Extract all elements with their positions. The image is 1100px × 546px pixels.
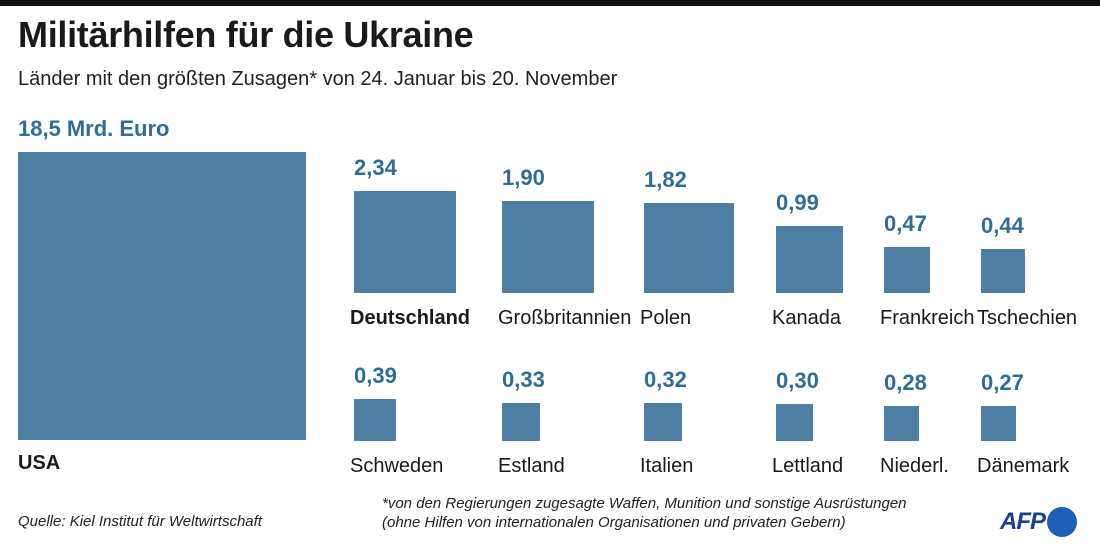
bar-großbritannien xyxy=(502,201,594,293)
category-label: Dänemark xyxy=(977,455,1070,477)
chart-subtitle: Länder mit den größten Zusagen* von 24. … xyxy=(18,68,618,90)
top-rule xyxy=(0,0,1100,6)
category-label: Kanada xyxy=(772,307,842,329)
afp-logo: AFP xyxy=(1000,506,1077,538)
bar-kanada xyxy=(776,226,843,293)
unit-label: Mrd. Euro xyxy=(66,116,170,141)
value-label: 0,44 xyxy=(981,213,1025,238)
source-note: Quelle: Kiel Institut für Weltwirtschaft xyxy=(18,513,262,530)
bar-estland xyxy=(502,403,540,441)
value-label: 0,47 xyxy=(884,211,927,236)
category-label: Großbritannien xyxy=(498,307,631,329)
value-label: 0,99 xyxy=(776,190,819,215)
category-label: Deutschland xyxy=(350,307,470,329)
bar-deutschland xyxy=(354,191,456,293)
bar-frankreich xyxy=(884,247,930,293)
footnote-line-2: (ohne Hilfen von internationalen Organis… xyxy=(382,514,846,531)
usa-country-label: USA xyxy=(18,452,61,474)
category-label: Lettland xyxy=(772,455,843,477)
value-label: 0,33 xyxy=(502,367,545,392)
category-label: Italien xyxy=(640,455,693,477)
value-label: 0,28 xyxy=(884,370,927,395)
bar-polen xyxy=(644,203,734,293)
value-label: 2,34 xyxy=(354,155,398,180)
bar-usa xyxy=(18,152,306,440)
chart-title: Militärhilfen für die Ukraine xyxy=(18,14,474,55)
bar-dänemark xyxy=(981,406,1016,441)
usa-value-label: 18,5 Mrd. Euro xyxy=(18,116,170,142)
bar-niederl- xyxy=(884,406,919,441)
value-label: 0,30 xyxy=(776,368,819,393)
bar-schweden xyxy=(354,399,396,441)
category-label: Frankreich xyxy=(880,307,974,329)
value-label: 0,32 xyxy=(644,367,687,392)
category-label: Schweden xyxy=(350,455,443,477)
value-label: 1,82 xyxy=(644,167,687,192)
value-label: 1,90 xyxy=(502,165,545,190)
afp-logo-dot xyxy=(1047,507,1077,537)
footnote: *von den Regierungen zugesagte Waffen, M… xyxy=(382,494,907,532)
afp-logo-text: AFP xyxy=(1000,508,1046,535)
category-label: Tschechien xyxy=(977,307,1077,329)
category-label: Polen xyxy=(640,307,691,329)
usa-value: 18,5 xyxy=(18,116,61,141)
bar-lettland xyxy=(776,404,813,441)
value-label: 0,27 xyxy=(981,370,1024,395)
category-label: Estland xyxy=(498,455,565,477)
bar-italien xyxy=(644,403,682,441)
footnote-line-1: *von den Regierungen zugesagte Waffen, M… xyxy=(382,495,907,512)
value-label: 0,39 xyxy=(354,363,397,388)
category-label: Niederl. xyxy=(880,455,949,477)
bar-tschechien xyxy=(981,249,1025,293)
